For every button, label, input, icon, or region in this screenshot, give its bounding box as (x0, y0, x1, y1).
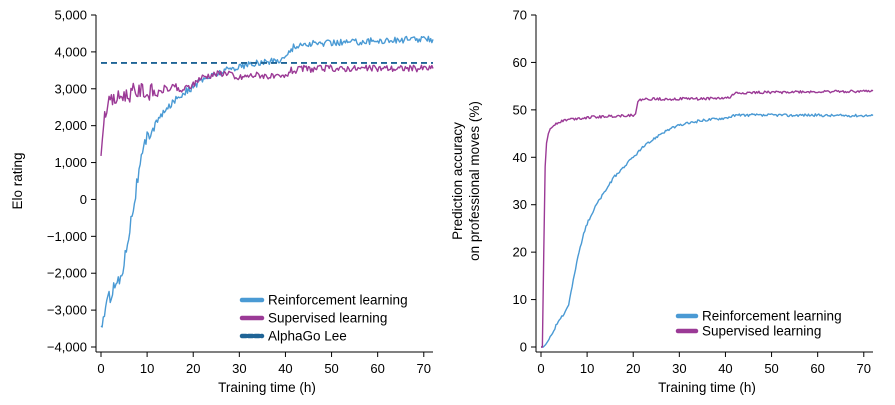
elo-series-line-reinforcement-learning (100, 35, 434, 328)
accuracy-legend-label: Reinforcement learning (702, 309, 842, 324)
accuracy-y-axis-title: Prediction accuracy on professional moves… (450, 101, 482, 261)
elo-y-tick-label: −4,000 (47, 340, 87, 355)
accuracy-x-tick-label: 30 (672, 361, 686, 376)
elo-y-tick-label: −2,000 (47, 266, 87, 281)
elo-y-tick-label: −3,000 (47, 303, 87, 318)
accuracy-y-tick-label: 0 (520, 340, 527, 355)
elo-x-tick-label: 30 (232, 361, 246, 376)
elo-y-tick-label: 2,000 (54, 118, 87, 133)
elo-x-tick-label: 40 (278, 361, 292, 376)
elo-x-tick-label: 60 (370, 361, 384, 376)
elo-y-axis-title: Elo rating (10, 152, 25, 209)
accuracy-x-tick-label: 70 (857, 361, 871, 376)
accuracy-x-tick-label: 60 (810, 361, 824, 376)
elo-x-tick-label: 50 (324, 361, 338, 376)
accuracy-x-tick-label: 20 (626, 361, 640, 376)
elo-x-tick-label: 0 (97, 361, 104, 376)
elo-y-tick-label: −1,000 (47, 229, 87, 244)
elo-y-tick-label: 1,000 (54, 155, 87, 170)
elo-series-line-supervised-learning (100, 64, 434, 156)
elo-x-tick-label: 70 (417, 361, 431, 376)
accuracy-y-tick-label: 10 (513, 292, 527, 307)
elo-y-tick-label: 0 (80, 192, 87, 207)
accuracy-y-tick-label: 30 (513, 197, 527, 212)
elo-rating-chart: −4,000 −3,000 −2,000 −1,000 0 1,000 2,000 3,000… (10, 8, 434, 395)
accuracy-y-tick-label: 40 (513, 150, 527, 165)
accuracy-y-tick-label: 70 (513, 8, 527, 23)
accuracy-x-tick-label: 50 (764, 361, 778, 376)
elo-x-tick-label: 10 (140, 361, 154, 376)
elo-y-tick-label: 5,000 (54, 8, 87, 23)
accuracy-y-tick-label: 50 (513, 102, 527, 117)
elo-x-tick-label: 20 (186, 361, 200, 376)
accuracy-legend-label: Supervised learning (702, 324, 821, 339)
accuracy-x-tick-label: 0 (537, 361, 544, 376)
elo-legend-label: Reinforcement learning (268, 293, 408, 308)
accuracy-x-tick-label: 40 (718, 361, 732, 376)
elo-legend-label: Supervised learning (268, 311, 387, 326)
accuracy-y-tick-label: 20 (513, 245, 527, 260)
prediction-accuracy-chart: 0 10 20 30 40 50 60 70 0 10 20 30 40 50 60 70 Training t… (450, 8, 874, 395)
accuracy-y-tick-label: 60 (513, 55, 527, 70)
elo-y-tick-label: 4,000 (54, 44, 87, 59)
elo-y-tick-label: 3,000 (54, 81, 87, 96)
elo-legend-label: AlphaGo Lee (268, 329, 347, 344)
accuracy-series-line-supervised-learning (541, 89, 874, 348)
accuracy-x-axis-title: Training time (h) (658, 380, 756, 395)
accuracy-x-tick-label: 10 (580, 361, 594, 376)
accuracy-series-line-reinforcement-learning (541, 113, 874, 348)
elo-x-axis-title: Training time (h) (218, 380, 316, 395)
